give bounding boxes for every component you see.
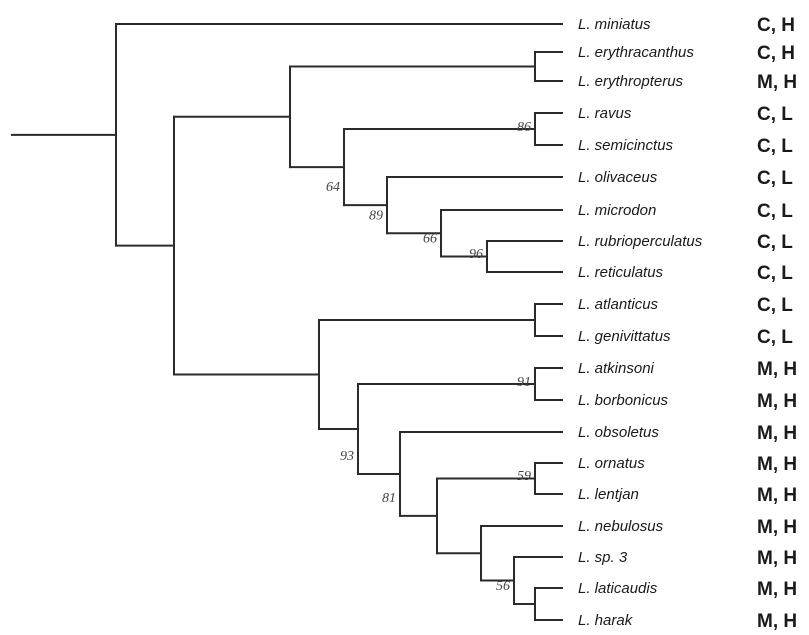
trait-code: C, L xyxy=(757,232,793,253)
taxon-label: L. erythracanthus xyxy=(578,44,694,61)
support-value: 91 xyxy=(517,375,531,390)
taxon-label: L. erythropterus xyxy=(578,73,684,90)
trait-code: M, H xyxy=(757,485,797,506)
trait-code: M, H xyxy=(757,359,797,380)
trait-code: M, H xyxy=(757,548,797,569)
support-value: 81 xyxy=(382,491,396,506)
taxon-label: L. ornatus xyxy=(578,455,645,472)
tree-branches xyxy=(11,23,563,621)
trait-code: C, L xyxy=(757,201,793,222)
support-value: 93 xyxy=(340,449,354,464)
taxon-label: L. laticaudis xyxy=(578,580,658,597)
trait-code: M, H xyxy=(757,391,797,412)
support-value: 89 xyxy=(369,208,383,223)
trait-code: M, H xyxy=(757,423,797,444)
taxon-label: L. atkinsoni xyxy=(578,360,655,377)
taxon-label: L. genivittatus xyxy=(578,328,671,345)
support-value: 86 xyxy=(517,120,531,135)
support-value: 59 xyxy=(517,469,531,484)
trait-code: M, H xyxy=(757,517,797,538)
trait-code: C, L xyxy=(757,104,793,125)
taxon-label: L. miniatus xyxy=(578,16,651,33)
trait-code: M, H xyxy=(757,72,797,93)
taxon-label: L. olivaceus xyxy=(578,169,658,186)
taxon-label: L. atlanticus xyxy=(578,296,659,313)
taxon-label: L. nebulosus xyxy=(578,518,664,535)
taxon-label: L. semicinctus xyxy=(578,137,674,154)
taxon-label: L. microdon xyxy=(578,202,656,219)
taxon-label: L. sp. 3 xyxy=(578,549,628,566)
trait-code: C, L xyxy=(757,295,793,316)
trait-code: C, H xyxy=(757,43,795,64)
support-value: 64 xyxy=(326,180,340,195)
support-value: 66 xyxy=(423,232,437,247)
taxon-label: L. lentjan xyxy=(578,486,639,503)
taxon-label: L. borbonicus xyxy=(578,392,669,409)
taxon-label: L. reticulatus xyxy=(578,264,664,281)
trait-code: C, L xyxy=(757,136,793,157)
trait-code: M, H xyxy=(757,579,797,600)
taxon-label: L. rubrioperculatus xyxy=(578,233,703,250)
trait-code: M, H xyxy=(757,611,797,632)
trait-code: C, L xyxy=(757,327,793,348)
trait-code: M, H xyxy=(757,454,797,475)
trait-code: C, H xyxy=(757,15,795,36)
support-value: 56 xyxy=(496,579,510,594)
taxon-label: L. ravus xyxy=(578,105,632,122)
trait-code: C, L xyxy=(757,263,793,284)
support-value: 96 xyxy=(469,247,483,262)
taxon-label: L. obsoletus xyxy=(578,424,659,441)
taxon-label: L. harak xyxy=(578,612,634,629)
trait-code: C, L xyxy=(757,168,793,189)
